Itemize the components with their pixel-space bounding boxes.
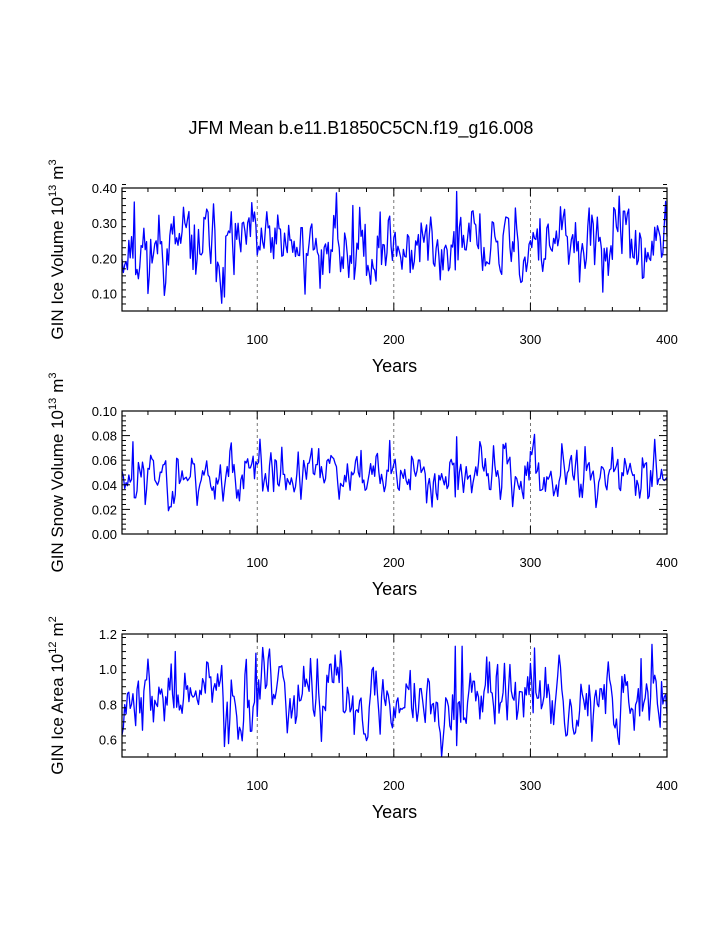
plot-frame: [121, 633, 668, 758]
y-label-unit: m: [48, 622, 67, 636]
y-tick-label: 1.0: [99, 662, 117, 677]
series-line: [121, 433, 668, 512]
y-axis-label: GIN Snow Volume 1013 m3: [47, 372, 67, 572]
chart-title: JFM Mean b.e11.B1850C5CN.f19_g16.008: [189, 118, 534, 139]
x-tick-label: 200: [383, 778, 405, 793]
x-tick-label: 300: [520, 555, 542, 570]
y-tick-label: 0.10: [92, 404, 117, 419]
y-label-unit: m: [48, 379, 67, 393]
y-label-unit-exponent: 3: [47, 159, 59, 165]
x-axis-label: Years: [372, 579, 417, 599]
y-tick-label: 0.08: [92, 429, 117, 444]
y-label-unit-exponent: 2: [47, 616, 59, 622]
y-label-unit-exponent: 3: [47, 372, 59, 378]
y-tick-label: 0.06: [92, 453, 117, 468]
x-tick-label: 200: [383, 555, 405, 570]
y-label-exponent: 13: [47, 398, 59, 410]
y-tick-label: 0.6: [99, 732, 117, 747]
y-label-exponent: 13: [47, 185, 59, 197]
x-tick-label: 400: [656, 778, 678, 793]
panel-3: 100 200 300 400 0.6 0.8 1.0 1.2 Years GIN Ice Are…: [47, 616, 678, 822]
panel-2: 100 200 300 400 0.00 0.02 0.04 0.06 0.08 0.10 Year…: [47, 372, 678, 599]
x-tick-label: 100: [246, 332, 268, 347]
x-tick-label: 200: [383, 332, 405, 347]
plot-frame: [121, 187, 668, 312]
y-tick-label: 0.8: [99, 697, 117, 712]
y-tick-label: 0.00: [92, 527, 117, 542]
x-tick-label: 300: [520, 778, 542, 793]
series-line: [121, 643, 668, 758]
y-tick-label: 0.40: [92, 181, 117, 196]
x-tick-label: 300: [520, 332, 542, 347]
x-tick-label: 100: [246, 555, 268, 570]
y-label-main: GIN Snow Volume 10: [48, 410, 67, 573]
x-axis-label: Years: [372, 356, 417, 376]
y-axis-label: GIN Ice Volume 1013 m3: [47, 159, 67, 339]
y-tick-label: 0.30: [92, 216, 117, 231]
y-tick-label: 0.20: [92, 251, 117, 266]
y-axis-label: GIN Ice Area 1012 m2: [47, 616, 67, 775]
y-label-exponent: 12: [47, 642, 59, 654]
y-tick-label: 0.10: [92, 286, 117, 301]
x-tick-label: 100: [246, 778, 268, 793]
panel-1: 100 200 300 400 0.10 0.20 0.30 0.40 Years GIN Ice…: [47, 159, 678, 376]
x-tick-label: 400: [656, 332, 678, 347]
y-tick-label: 0.02: [92, 502, 117, 517]
y-label-main: GIN Ice Volume 10: [48, 197, 67, 340]
x-axis-label: Years: [372, 802, 417, 822]
y-label-unit: m: [48, 166, 67, 180]
y-tick-label: 1.2: [99, 627, 117, 642]
x-tick-label: 400: [656, 555, 678, 570]
plot-frame: [121, 410, 668, 535]
series-line: [121, 190, 668, 304]
y-label-main: GIN Ice Area 10: [48, 654, 67, 775]
y-tick-label: 0.04: [92, 478, 117, 493]
